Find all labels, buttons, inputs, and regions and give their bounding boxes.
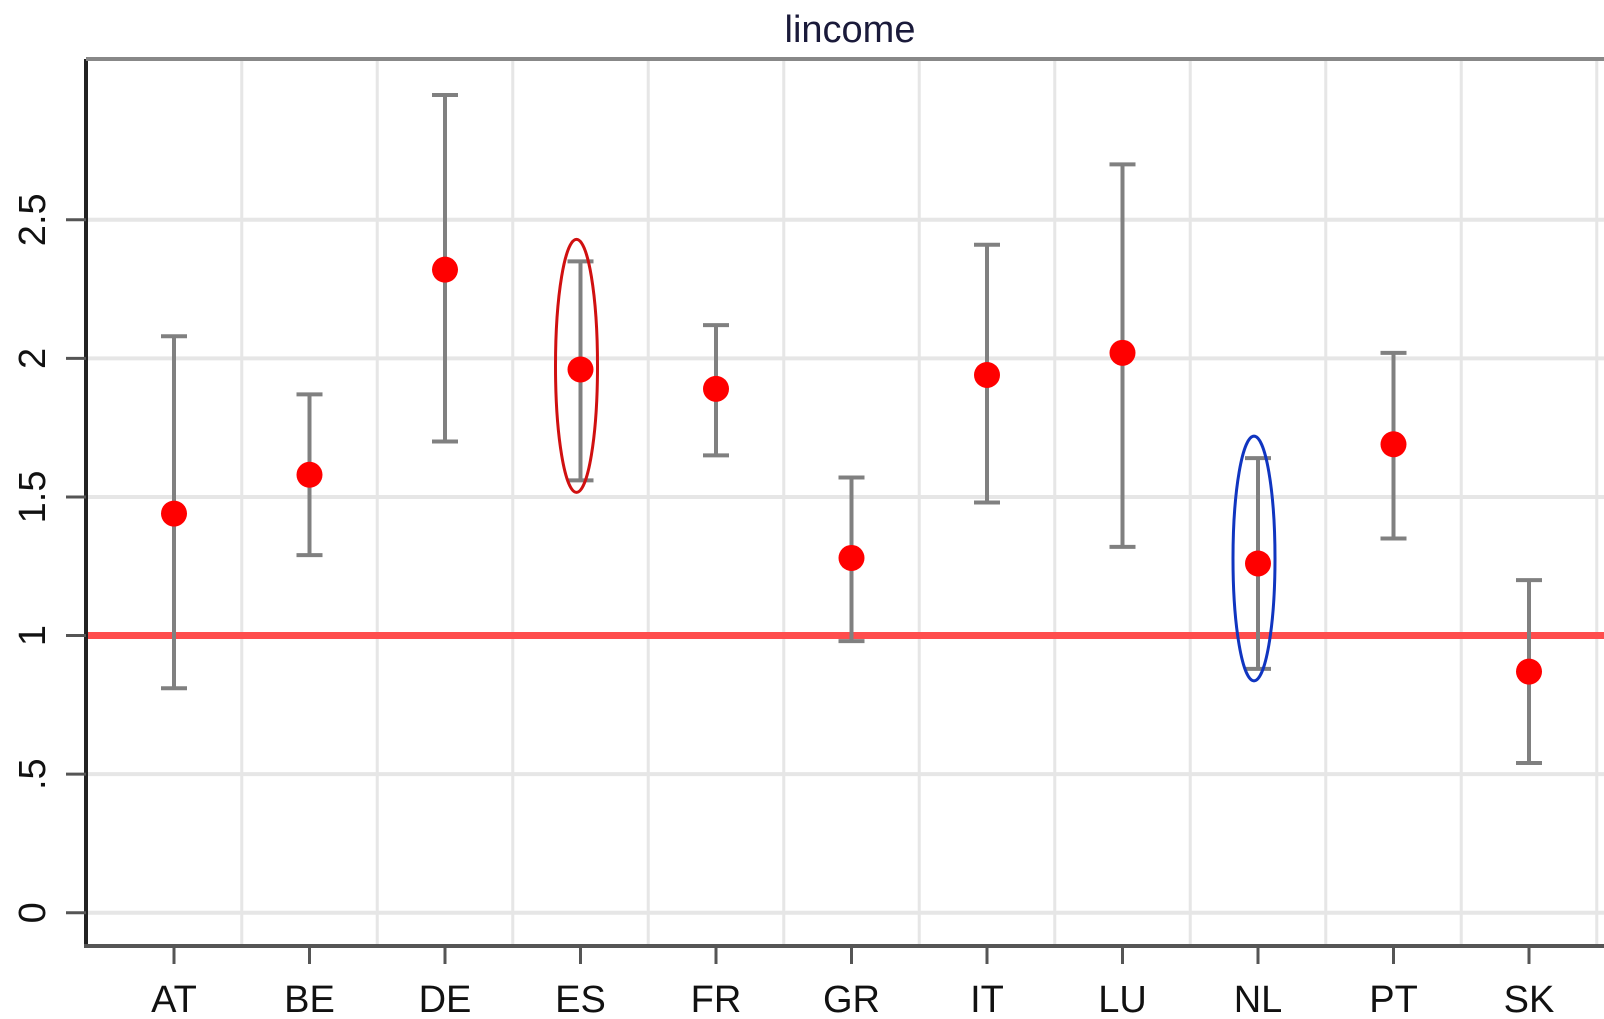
data-point — [1245, 550, 1271, 577]
x-tick-label: DE — [419, 979, 472, 1019]
x-axis-ticks: AT BE DE ES FR GR IT LU NL PT SK — [151, 946, 1554, 1019]
data-points — [161, 256, 1542, 685]
highlight-ellipse — [1231, 434, 1277, 683]
x-tick-label: AT — [151, 979, 197, 1019]
y-tick-label: 0 — [12, 902, 54, 923]
x-tick-label: FR — [691, 979, 742, 1019]
data-point — [1109, 339, 1136, 366]
x-tick-label: SK — [1504, 979, 1555, 1019]
y-tick-label: 1 — [12, 625, 54, 646]
highlight-ellipses — [554, 237, 1277, 683]
y-tick-label: 1.5 — [12, 471, 54, 524]
x-tick-label: GR — [823, 979, 880, 1019]
data-point — [703, 375, 729, 402]
data-point — [974, 361, 1000, 388]
y-tick-label: 2.5 — [12, 193, 54, 246]
x-tick-label: NL — [1234, 979, 1283, 1019]
data-point — [838, 544, 865, 571]
data-point — [1516, 658, 1542, 685]
x-tick-label: BE — [284, 979, 335, 1019]
x-tick-label: IT — [970, 979, 1004, 1019]
data-point — [161, 500, 187, 527]
y-tick-label: .5 — [12, 758, 54, 790]
grid — [86, 59, 1604, 946]
data-point — [1380, 431, 1407, 458]
data-point — [432, 256, 458, 283]
error-bars — [161, 93, 1542, 766]
highlight-ellipse — [554, 237, 599, 494]
data-point — [296, 461, 323, 488]
axes — [84, 57, 1604, 948]
x-tick-label: LU — [1098, 979, 1147, 1019]
data-point — [567, 356, 594, 383]
y-tick-label: 2 — [12, 348, 54, 369]
chart-title: lincome — [785, 9, 916, 51]
x-tick-label: PT — [1369, 979, 1418, 1019]
x-tick-label: ES — [555, 979, 606, 1019]
y-axis-ticks: 0 .5 1 1.5 2 2.5 — [12, 193, 86, 923]
